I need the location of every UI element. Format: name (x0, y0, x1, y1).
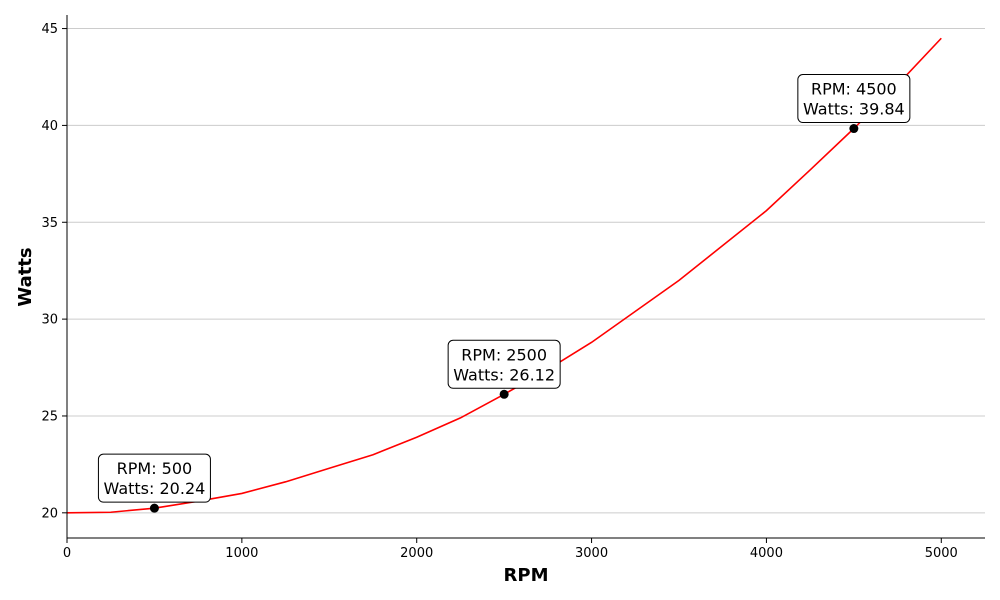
annotation-rpm-label: RPM: 2500 (461, 345, 547, 364)
grid-layer (67, 28, 985, 514)
annotation-rpm-label: RPM: 4500 (811, 80, 897, 99)
data-point-marker (849, 124, 859, 134)
annotation-watts-label: Watts: 26.12 (453, 365, 555, 384)
y-tick-label: 45 (41, 22, 58, 37)
axes-layer (66, 15, 985, 539)
x-tick-label: 5000 (925, 546, 958, 561)
y-tick-label: 30 (41, 313, 58, 328)
ticks-layer: 0 1000 2000 3000 4000 5000 20 25 30 35 40 45 (41, 22, 957, 561)
y-axis-title: Watts (15, 247, 36, 306)
x-tick-label: 2000 (400, 546, 433, 561)
y-tick-label: 35 (41, 216, 58, 231)
y-tick-label: 40 (41, 119, 58, 134)
annotation-watts-label: Watts: 39.84 (803, 100, 905, 119)
marker-layer (149, 124, 859, 513)
annotation-frame (97, 453, 211, 503)
x-tick-label: 4000 (750, 546, 783, 561)
x-tick-label: 1000 (225, 546, 258, 561)
annotation-frame (447, 339, 561, 389)
x-tick-label: 3000 (575, 546, 608, 561)
data-point-marker (499, 389, 509, 399)
data-point-marker (149, 503, 159, 513)
y-tick-label: 25 (41, 409, 58, 424)
annotation-frame (797, 74, 911, 124)
x-axis-title: RPM (504, 565, 549, 586)
annotation-rpm-label: RPM: 500 (117, 459, 193, 478)
annotation-watts-label: Watts: 20.24 (104, 479, 206, 498)
x-tick-label: 0 (63, 546, 71, 561)
y-tick-label: 20 (41, 506, 58, 521)
